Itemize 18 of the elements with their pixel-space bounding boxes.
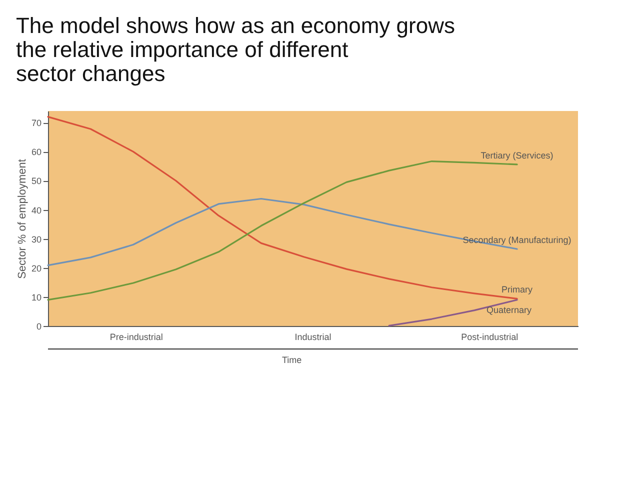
y-tick-label: 40 xyxy=(31,205,42,216)
text: Post-industrial xyxy=(461,332,518,342)
y-tick-label: 70 xyxy=(31,118,42,128)
text: Pre-industrial xyxy=(110,332,163,342)
series-label: Quaternary xyxy=(486,304,532,315)
series-label: Primary xyxy=(502,284,534,295)
y-tick-label: 50 xyxy=(31,176,42,186)
series-label: Tertiary (Services) xyxy=(480,150,554,160)
y-tick-label: 60 xyxy=(31,147,42,158)
y-tick-label: 0 xyxy=(36,322,42,332)
y-axis-title: Sector % of employment xyxy=(16,159,28,279)
chart-title: The model shows how as an economy grows the relative importance of different sector changes xyxy=(16,13,455,86)
text: Industrial xyxy=(294,332,332,342)
x-axis-title: Time xyxy=(282,355,302,365)
y-tick-label: 10 xyxy=(31,292,42,302)
y-tick-label: 20 xyxy=(31,263,42,274)
y-tick-label: 30 xyxy=(31,234,42,244)
series-label: Secondary (Manufacturing) xyxy=(462,235,572,246)
